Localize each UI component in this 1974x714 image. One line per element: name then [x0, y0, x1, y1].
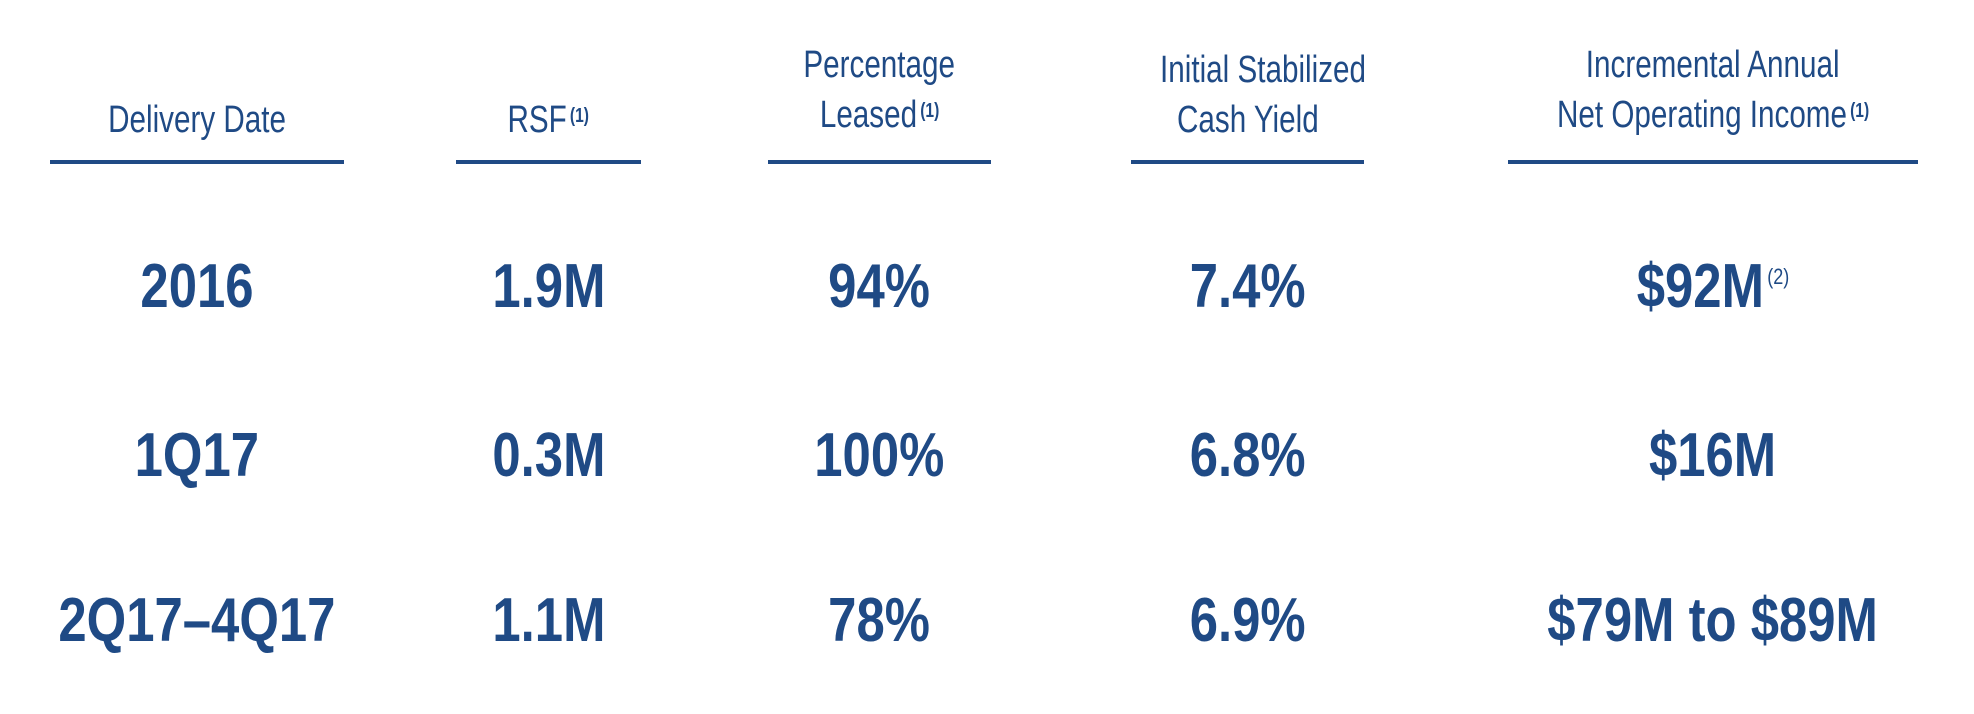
column-noi: Incremental Annual Net Operating Income(… — [1508, 0, 1918, 714]
column-percentage-leased: Percentage Leased (1) 94% 100% 78% — [768, 0, 991, 714]
header-percentage-leased-line2: Leased (1) — [768, 90, 991, 140]
cell-rsf-row3: 1.1M — [356, 586, 741, 656]
header-text: Cash Yield — [1176, 99, 1319, 141]
cell-yield-row3: 6.9% — [1031, 586, 1464, 656]
header-percentage-leased-line1: Percentage — [768, 40, 991, 90]
footnote-marker: (2) — [1767, 264, 1790, 289]
cell-text: $79M to $89M — [1547, 586, 1879, 655]
header-text: Incremental Annual — [1586, 44, 1840, 86]
header-text: RSF — [507, 99, 568, 141]
header-noi-line1: Incremental Annual — [1508, 40, 1918, 90]
footnote-marker: (1) — [920, 100, 940, 122]
header-noi-line2: Net Operating Income (1) — [1508, 90, 1918, 140]
cell-text: 1Q17 — [134, 421, 260, 490]
header-text: Leased — [819, 94, 918, 136]
cell-text: 0.3M — [491, 421, 606, 490]
header-underline — [1508, 160, 1918, 164]
cell-text: $16M — [1649, 421, 1777, 490]
cell-text: 100% — [814, 421, 945, 490]
cell-yield-row1: 7.4% — [1031, 252, 1464, 322]
cell-leased-row1: 94% — [668, 252, 1091, 322]
footnote-marker: (1) — [570, 105, 590, 127]
header-text: Percentage — [803, 44, 956, 86]
cell-text: 7.4% — [1189, 252, 1306, 321]
header-text: Initial Stabilized — [1160, 49, 1367, 91]
cell-delivery-date-row3: 2Q17–4Q17 — [0, 586, 444, 656]
footnote-marker: (1) — [1849, 100, 1870, 122]
cell-text: $92M — [1636, 252, 1764, 321]
header-delivery-date: Delivery Date — [50, 95, 344, 145]
cell-delivery-date-row2: 1Q17 — [0, 421, 444, 491]
cell-text: 6.8% — [1189, 421, 1306, 490]
header-underline — [768, 160, 991, 164]
column-delivery-date: Delivery Date 2016 1Q17 2Q17–4Q17 — [50, 0, 344, 714]
column-cash-yield: Initial Stabilized Cash Yield 7.4% 6.8% … — [1131, 0, 1367, 714]
cell-noi-row1: $92M (2) — [1408, 252, 1974, 322]
cell-rsf-row1: 1.9M — [356, 252, 741, 322]
cell-text: 1.9M — [491, 252, 606, 321]
column-rsf: RSF (1) 1.9M 0.3M 1.1M — [456, 0, 641, 714]
cell-text: 1.1M — [491, 586, 606, 655]
header-underline — [456, 160, 641, 164]
cell-rsf-row2: 0.3M — [356, 421, 741, 491]
header-text: Net Operating Income — [1556, 94, 1847, 136]
cell-leased-row2: 100% — [668, 421, 1091, 491]
cell-text: 2016 — [140, 252, 254, 321]
cell-text: 6.9% — [1189, 586, 1306, 655]
cell-delivery-date-row1: 2016 — [0, 252, 444, 322]
cell-yield-row2: 6.8% — [1031, 421, 1464, 491]
header-underline — [1131, 160, 1364, 164]
header-underline — [50, 160, 344, 164]
header-cash-yield-line2: Cash Yield — [1131, 95, 1364, 145]
cell-text: 94% — [828, 252, 931, 321]
header-text: Delivery Date — [108, 99, 286, 141]
cell-text: 78% — [828, 586, 931, 655]
cell-noi-row2: $16M — [1408, 421, 1974, 491]
cell-text: 2Q17–4Q17 — [58, 586, 336, 655]
header-cash-yield-line1: Initial Stabilized — [1131, 45, 1367, 95]
header-rsf: RSF (1) — [456, 95, 641, 145]
cell-leased-row3: 78% — [668, 586, 1091, 656]
cell-noi-row3: $79M to $89M — [1408, 586, 1974, 656]
